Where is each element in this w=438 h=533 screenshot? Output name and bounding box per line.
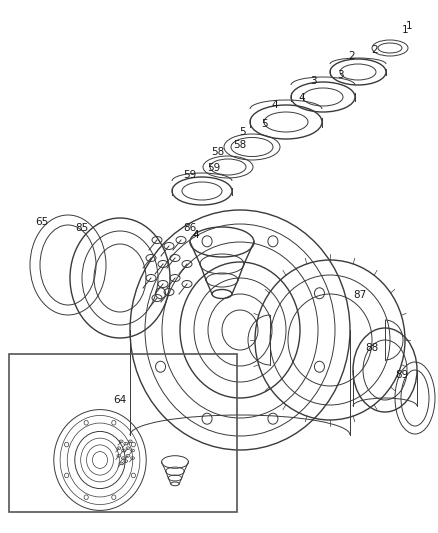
Text: 1: 1 (402, 25, 408, 35)
Text: 4: 4 (272, 100, 278, 110)
Text: 58: 58 (233, 140, 247, 150)
Text: 5: 5 (261, 119, 268, 129)
Text: 4: 4 (193, 230, 199, 240)
Text: 1: 1 (406, 21, 412, 31)
Text: 4: 4 (299, 93, 305, 103)
Text: 87: 87 (353, 290, 367, 300)
Text: 3: 3 (310, 76, 316, 86)
Text: 85: 85 (75, 223, 88, 233)
Text: 88: 88 (365, 343, 378, 353)
Text: 65: 65 (35, 217, 49, 227)
Text: 86: 86 (184, 223, 197, 233)
Text: 58: 58 (212, 147, 225, 157)
Text: 59: 59 (184, 170, 197, 180)
Text: 64: 64 (113, 395, 127, 405)
Text: 4: 4 (193, 230, 199, 240)
Text: 2: 2 (372, 45, 378, 55)
Bar (9, 354, 237, 512)
Text: 89: 89 (396, 370, 409, 380)
Text: 3: 3 (337, 70, 343, 80)
Text: 5: 5 (240, 127, 246, 137)
Text: 2: 2 (349, 51, 355, 61)
Text: 59: 59 (207, 163, 221, 173)
